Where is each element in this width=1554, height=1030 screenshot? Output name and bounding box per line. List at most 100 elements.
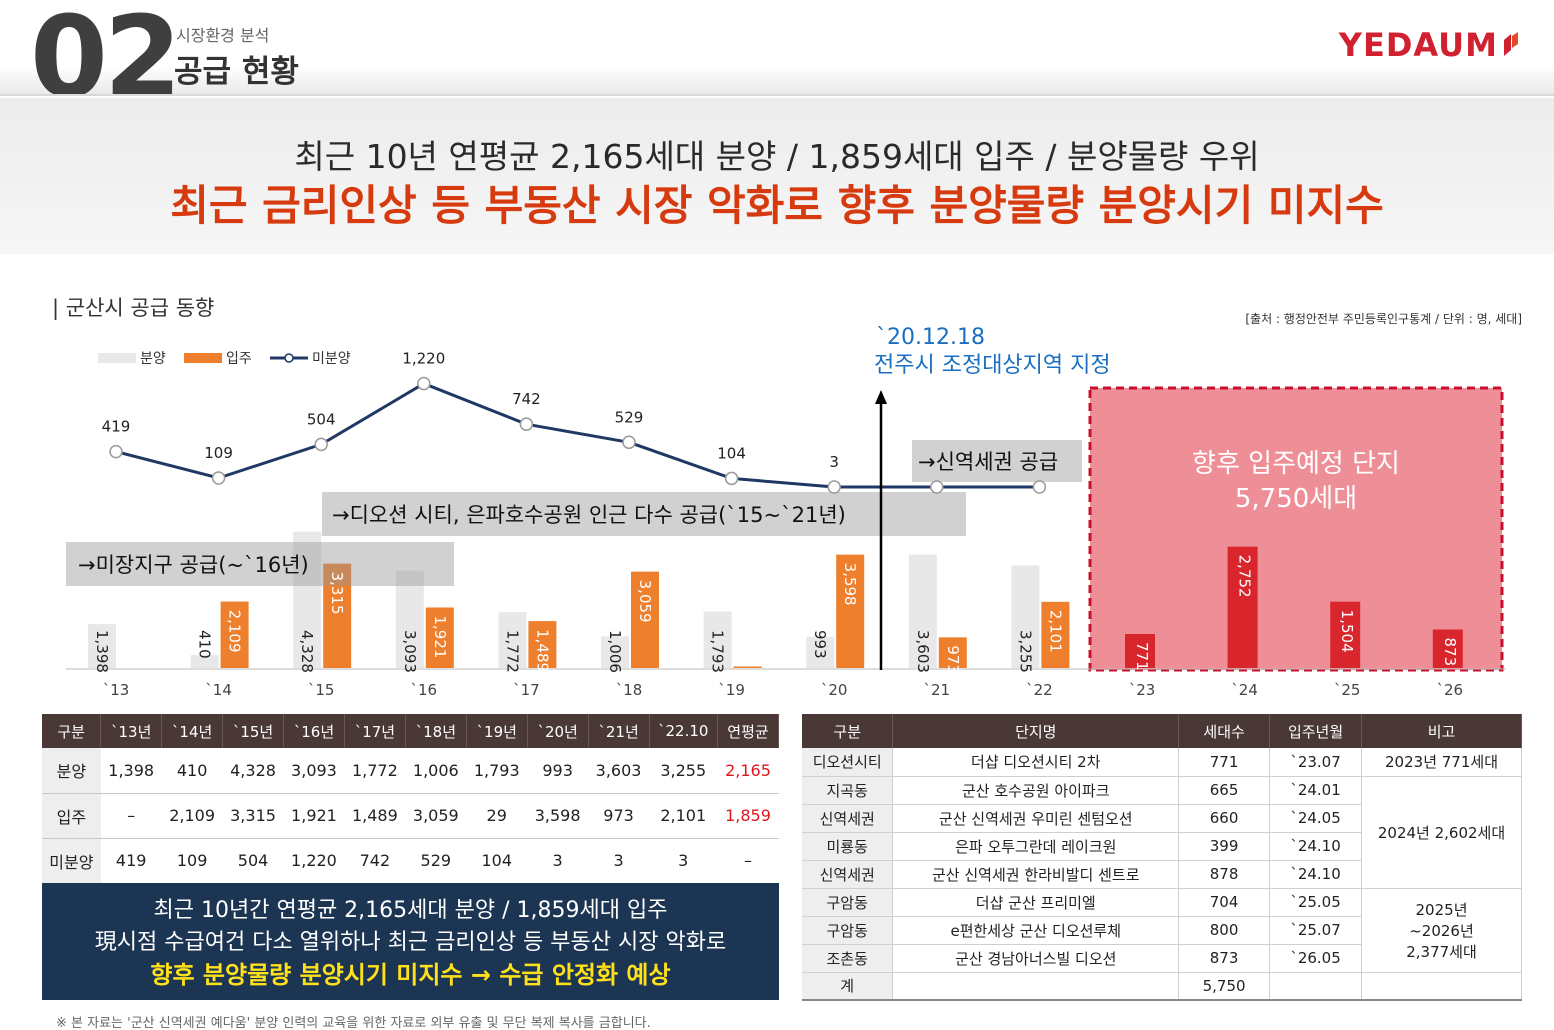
table-cell: 504 [222,838,284,884]
point-미분양 [417,376,431,391]
bar-label-분양: 993 [811,630,829,659]
line-미분양 [115,381,1040,489]
table-row: 신역세권 군산 신역세권 우미린 센텀오션 660 `24.05 [802,804,1522,833]
bar-분양 [498,612,527,668]
chart-source: [출처 : 행정안전부 주민등록인구통계 / 단위 : 명, 세대] [1245,312,1522,326]
bar-분양 [703,611,732,668]
annotation-band-3 [912,440,1082,482]
bar-입주 [425,607,454,668]
bar-입주 [631,571,659,668]
row-header: 조촌동 [802,944,894,973]
table-cell: `25.05 [1269,888,1363,917]
bar-label-입주: 2,101 [1046,610,1064,653]
table-cell: 973 [588,793,650,839]
bar-label-분양: 1,398 [93,630,111,673]
table-cell: 1,772 [344,748,406,794]
table-cell: 660 [1178,804,1271,833]
supply-table-header-cell: `16년 [283,714,345,748]
supply-table-header-cell: `14년 [161,714,224,748]
table-cell: `24.05 [1269,804,1363,833]
table-cell: 742 [344,838,406,884]
table-cell: 878 [1178,860,1271,889]
headline-line2: 최근 금리인상 등 부동산 시장 악화로 향후 분양물량 분양시기 미지수 [170,181,1384,230]
table-cell: 2,109 [161,793,223,839]
table-cell: 3,315 [222,793,284,839]
complex-table-header: 구분 단지명 세대수 입주년월 비고 [802,714,1522,748]
bar-label-분양: 3,093 [401,630,419,673]
table-cell: 873 [1178,944,1271,973]
x-tick-label: `21 [924,681,951,699]
table-cell: 더샵 군산 프리미엘 [892,888,1180,917]
table-row: 미분양 419 109 504 1,220 742 529 104 3 3 3– [42,838,779,884]
bar-label-입주: 1,921 [431,615,449,658]
bar-label-분양: 1,772 [503,630,521,673]
bar-입주 [1041,601,1070,668]
table-cell: 2,101 [649,793,718,839]
table-cell: 800 [1178,916,1271,945]
note-cell: 2025년~2026년 2,377세대 [1361,888,1522,973]
supply-table-header-cell: `17년 [344,714,406,748]
event-text: 전주시 조정대상지역 지정 [874,353,1111,378]
x-tick-label: `18 [616,681,643,699]
table-row: 구암동 더샵 군산 프리미엘 704 `25.05 2025년~2026년 2,377세… [802,888,1522,973]
table-cell [1361,972,1522,1001]
row-header: 구암동 [802,888,894,917]
table-row: 조촌동 군산 경남아너스빌 디오션 873 `26.05 [802,944,1522,973]
bar-입주 [220,601,249,668]
table-cell: 29 [466,793,528,839]
row-header: 미룡동 [802,832,894,861]
x-tick-label: `16 [411,681,438,699]
row-header: 신역세권 [802,804,894,833]
table-cell [1269,972,1363,1001]
x-tick-label: `17 [513,681,540,699]
bar-label-향후: 771 [1133,642,1151,671]
table-cell: 은파 오투그란데 레이크원 [892,832,1180,861]
line-label-미분양: 104 [717,444,746,462]
bar-향후 [1227,546,1258,668]
bar-label-향후: 1,504 [1338,610,1356,653]
table-cell: 109 [161,838,223,884]
table-row: 지곡동 군산 호수공원 아이파크 665 `24.01 2024년 2,602세대 [802,776,1522,889]
table-cell: 419 [100,838,162,884]
complex-table-header-cell: 비고 [1361,714,1522,748]
supply-table-header-cell: `15년 [222,714,284,748]
bar-향후 [1432,629,1463,668]
table-cell: 665 [1178,776,1271,805]
bar-분양 [88,623,116,668]
table-cell: 993 [527,748,589,794]
table-cell: 4,328 [222,748,284,794]
bar-label-분양: 4,328 [298,630,316,673]
note-cell: 2024년 2,602세대 [1361,776,1522,889]
point-미분양 [1032,480,1047,494]
x-tick-label: `25 [1334,681,1361,699]
line-label-미분양: 109 [204,444,233,462]
bar-label-분양: 3,603 [914,630,932,673]
total-label: 계 [802,972,894,1001]
bar-label-분양: 3,255 [1016,630,1034,673]
table-cell: `24.01 [1269,776,1363,805]
point-미분양 [622,435,636,450]
supply-table-header-cell: `13년 [100,714,163,748]
complex-table-header-cell: 입주년월 [1269,714,1363,748]
table-cell: 399 [1178,832,1271,861]
table-cell: `25.07 [1269,916,1363,945]
supply-table-header-cell: `18년 [405,714,467,748]
table-cell: `26.05 [1269,944,1363,973]
table-row: 디오션시티 더샵 디오션시티 2차 771 `23.07 2023년 771세대 [802,748,1522,777]
bar-향후 [1125,633,1155,668]
table-cell: – [100,793,162,839]
point-미분양 [930,480,944,494]
section-title: 공급 현황 [174,54,299,90]
table-row: 분양 1,398 410 4,328 3,093 1,772 1,006 1,793 993 3,… [42,748,779,794]
legend-point-미분양 [284,353,294,363]
row-header: 지곡동 [802,776,894,805]
x-tick-label: `14 [205,681,232,699]
table-cell: 군산 경남아너스빌 디오션 [892,944,1180,973]
point-미분양 [211,471,226,485]
headline-line1: 최근 10년 연평균 2,165세대 분양 / 1,859세대 입주 / 분양물… [294,137,1260,176]
total-row: 계 5,750 [802,972,1522,1001]
x-tick-label: `13 [103,681,130,699]
supply-table-header-cell: `22.10 [649,714,718,748]
line-label-미분양: 3 [829,453,839,471]
bar-분양 [1011,565,1040,668]
